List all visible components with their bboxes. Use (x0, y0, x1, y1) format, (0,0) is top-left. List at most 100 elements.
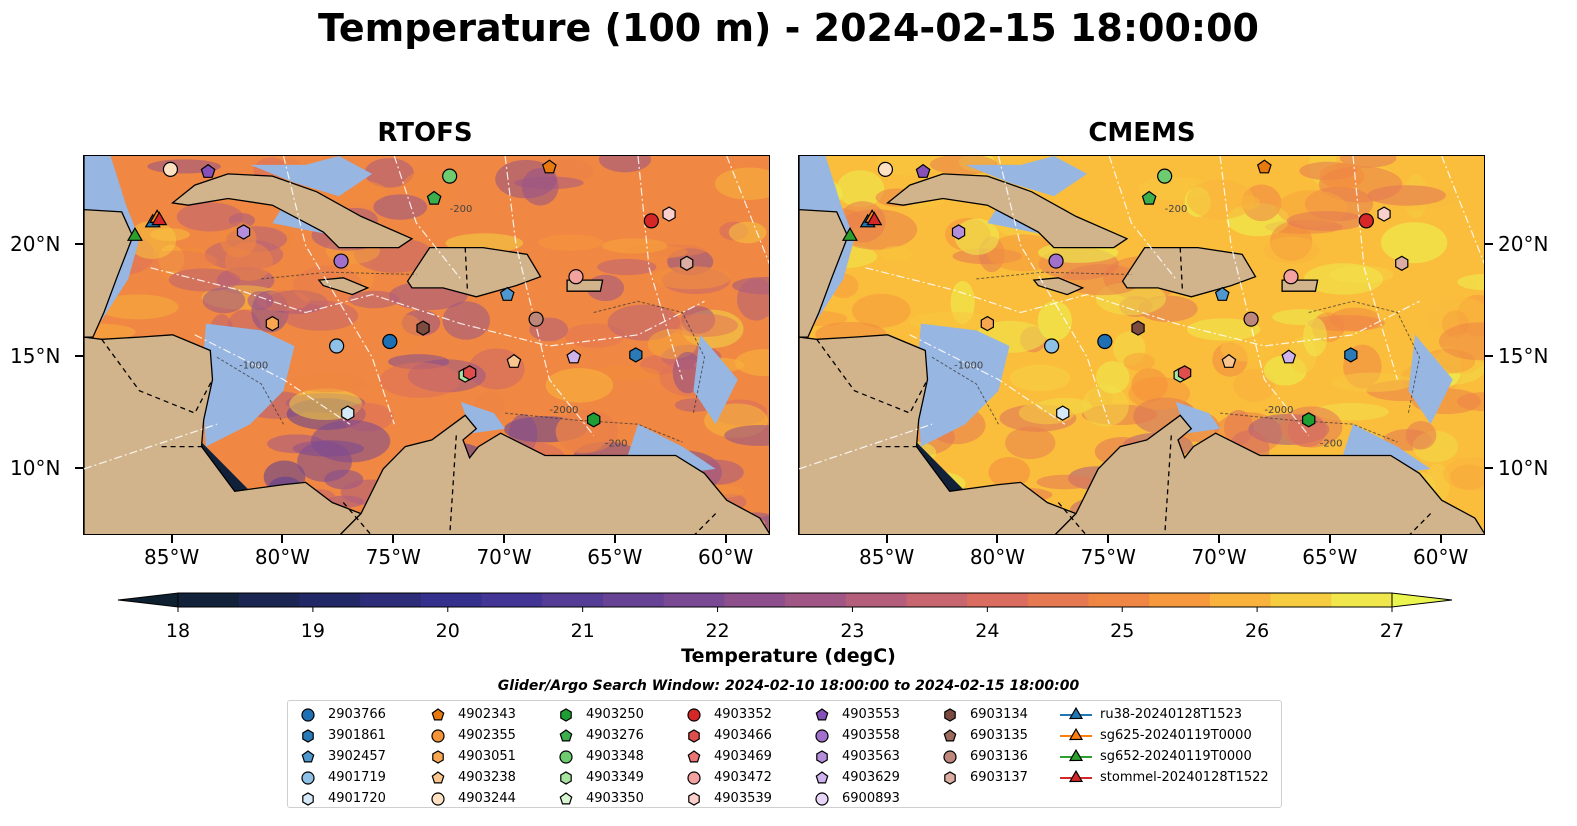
legend-marker (1060, 749, 1092, 762)
y-tick-mark (75, 466, 83, 469)
figure-title: Temperature (100 m) - 2024-02-15 18:00:0… (317, 6, 1259, 50)
legend-label: 4903563 (842, 749, 900, 764)
legend-marker (944, 771, 956, 785)
float-marker-4902343 (541, 159, 557, 174)
colorbar-tick-label: 26 (1245, 620, 1269, 642)
legend-marker (1060, 707, 1092, 720)
contour-label: -200 (1320, 439, 1343, 450)
legend-label: 4903553 (842, 707, 900, 722)
legend-marker (559, 792, 573, 805)
legend-marker (687, 750, 701, 763)
legend-label: 2903766 (328, 707, 386, 722)
float-marker-4903276 (1141, 190, 1157, 205)
legend-marker (432, 750, 444, 764)
float-marker-4903553 (200, 163, 216, 178)
float-marker-stommel-20240128T1522 (151, 211, 168, 226)
y-tick-label-left: 15°N (10, 344, 61, 369)
legend-label: 4903466 (714, 728, 772, 743)
float-marker-2903766 (382, 333, 398, 350)
legend-marker (688, 729, 700, 743)
float-marker-sg652-20240119T0000 (126, 226, 143, 241)
colorbar-tick-label: 18 (166, 620, 190, 642)
float-marker-4903539 (662, 206, 676, 222)
legend-marker (302, 729, 314, 743)
float-marker-4903472 (568, 269, 584, 285)
float-marker-4901720 (341, 405, 355, 421)
x-tick-mark (1328, 535, 1331, 543)
float-marker-sg652-20240119T0000 (841, 226, 858, 241)
float-marker-4903238 (1221, 353, 1237, 368)
float-marker-4903629 (1281, 349, 1297, 364)
colorbar-label: Temperature (degC) (681, 645, 896, 667)
legend-marker (431, 729, 445, 743)
float-marker-4902343 (1256, 159, 1272, 174)
contour-label: -2000 (1264, 405, 1293, 416)
legend-label: 4903244 (458, 791, 516, 806)
legend-marker (816, 750, 828, 764)
legend-label: 4903276 (586, 728, 644, 743)
float-marker-4903558 (1048, 253, 1064, 269)
map-canvas-rtofs: -200 -1000 -2000 -200 (84, 156, 769, 534)
x-tick-mark (1218, 535, 1221, 543)
x-tick-mark (170, 535, 173, 543)
float-marker-4903558 (333, 253, 349, 269)
x-tick-label: 80°W (254, 545, 311, 569)
map-canvas-cmems: -200 -1000 -2000 -200 (799, 156, 1484, 534)
y-tick-mark (75, 355, 83, 358)
float-marker-4901719 (329, 338, 345, 354)
float-marker-6903136 (528, 311, 544, 327)
x-tick-mark (1107, 535, 1110, 543)
colorbar-tick-label: 20 (436, 620, 460, 642)
legend-label: 6903134 (970, 707, 1028, 722)
x-tick-mark (281, 535, 284, 543)
contour-label: -200 (1165, 204, 1188, 215)
legend-marker (559, 750, 573, 764)
float-marker-4903563 (236, 224, 251, 240)
float-marker-6903134 (416, 320, 430, 336)
x-tick-label: 70°W (1191, 545, 1247, 569)
y-tick-label-right: 15°N (1498, 344, 1549, 369)
legend-label: 4903348 (586, 749, 644, 764)
legend-marker (431, 708, 445, 721)
x-tick-label: 85°W (144, 545, 200, 569)
contour-label: -200 (605, 439, 628, 450)
legend-label: 4903250 (586, 707, 644, 722)
x-tick-mark (613, 535, 616, 543)
legend-label: 4903629 (842, 770, 900, 785)
x-tick-mark (392, 535, 395, 543)
legend-marker (944, 708, 956, 722)
legend-label: 4902355 (458, 728, 516, 743)
legend-marker (943, 750, 957, 764)
float-marker-4903250 (587, 412, 601, 428)
y-tick-label-left: 20°N (10, 232, 61, 257)
float-marker-4903244 (877, 161, 894, 178)
legend-label: 4903051 (458, 749, 516, 764)
panel-title-cmems: CMEMS (1088, 118, 1196, 148)
float-marker-4901720 (1056, 405, 1070, 421)
legend-marker (687, 771, 701, 785)
float-marker-4903466 (462, 365, 477, 381)
legend-label: sg652-20240119T0000 (1100, 749, 1252, 764)
float-marker-2903766 (1097, 333, 1113, 350)
float-marker-4903238 (506, 353, 522, 368)
x-tick-label: 75°W (1080, 545, 1136, 569)
colorbar-tick-label: 25 (1110, 620, 1134, 642)
contour-label: -1000 (239, 360, 268, 371)
x-tick-mark (885, 535, 888, 543)
legend-marker (301, 708, 315, 722)
float-marker-stommel-20240128T1522 (866, 211, 883, 226)
float-marker-4903051 (980, 315, 994, 332)
colorbar: 18 19 20 21 22 23 24 25 26 27 (117, 592, 1453, 642)
y-tick-label-left: 10°N (10, 455, 61, 480)
float-marker-4903553 (915, 163, 931, 178)
colorbar-tick-label: 22 (705, 620, 729, 642)
panel-title-rtofs: RTOFS (377, 118, 473, 148)
y-tick-mark (75, 243, 83, 246)
legend-label: 4903238 (458, 770, 516, 785)
legend-marker (687, 708, 701, 722)
float-marker-4903244 (162, 161, 179, 178)
x-tick-label: 65°W (1302, 545, 1358, 569)
legend-marker (815, 729, 829, 743)
legend-marker (943, 729, 957, 742)
legend-label: 6903137 (970, 770, 1028, 785)
